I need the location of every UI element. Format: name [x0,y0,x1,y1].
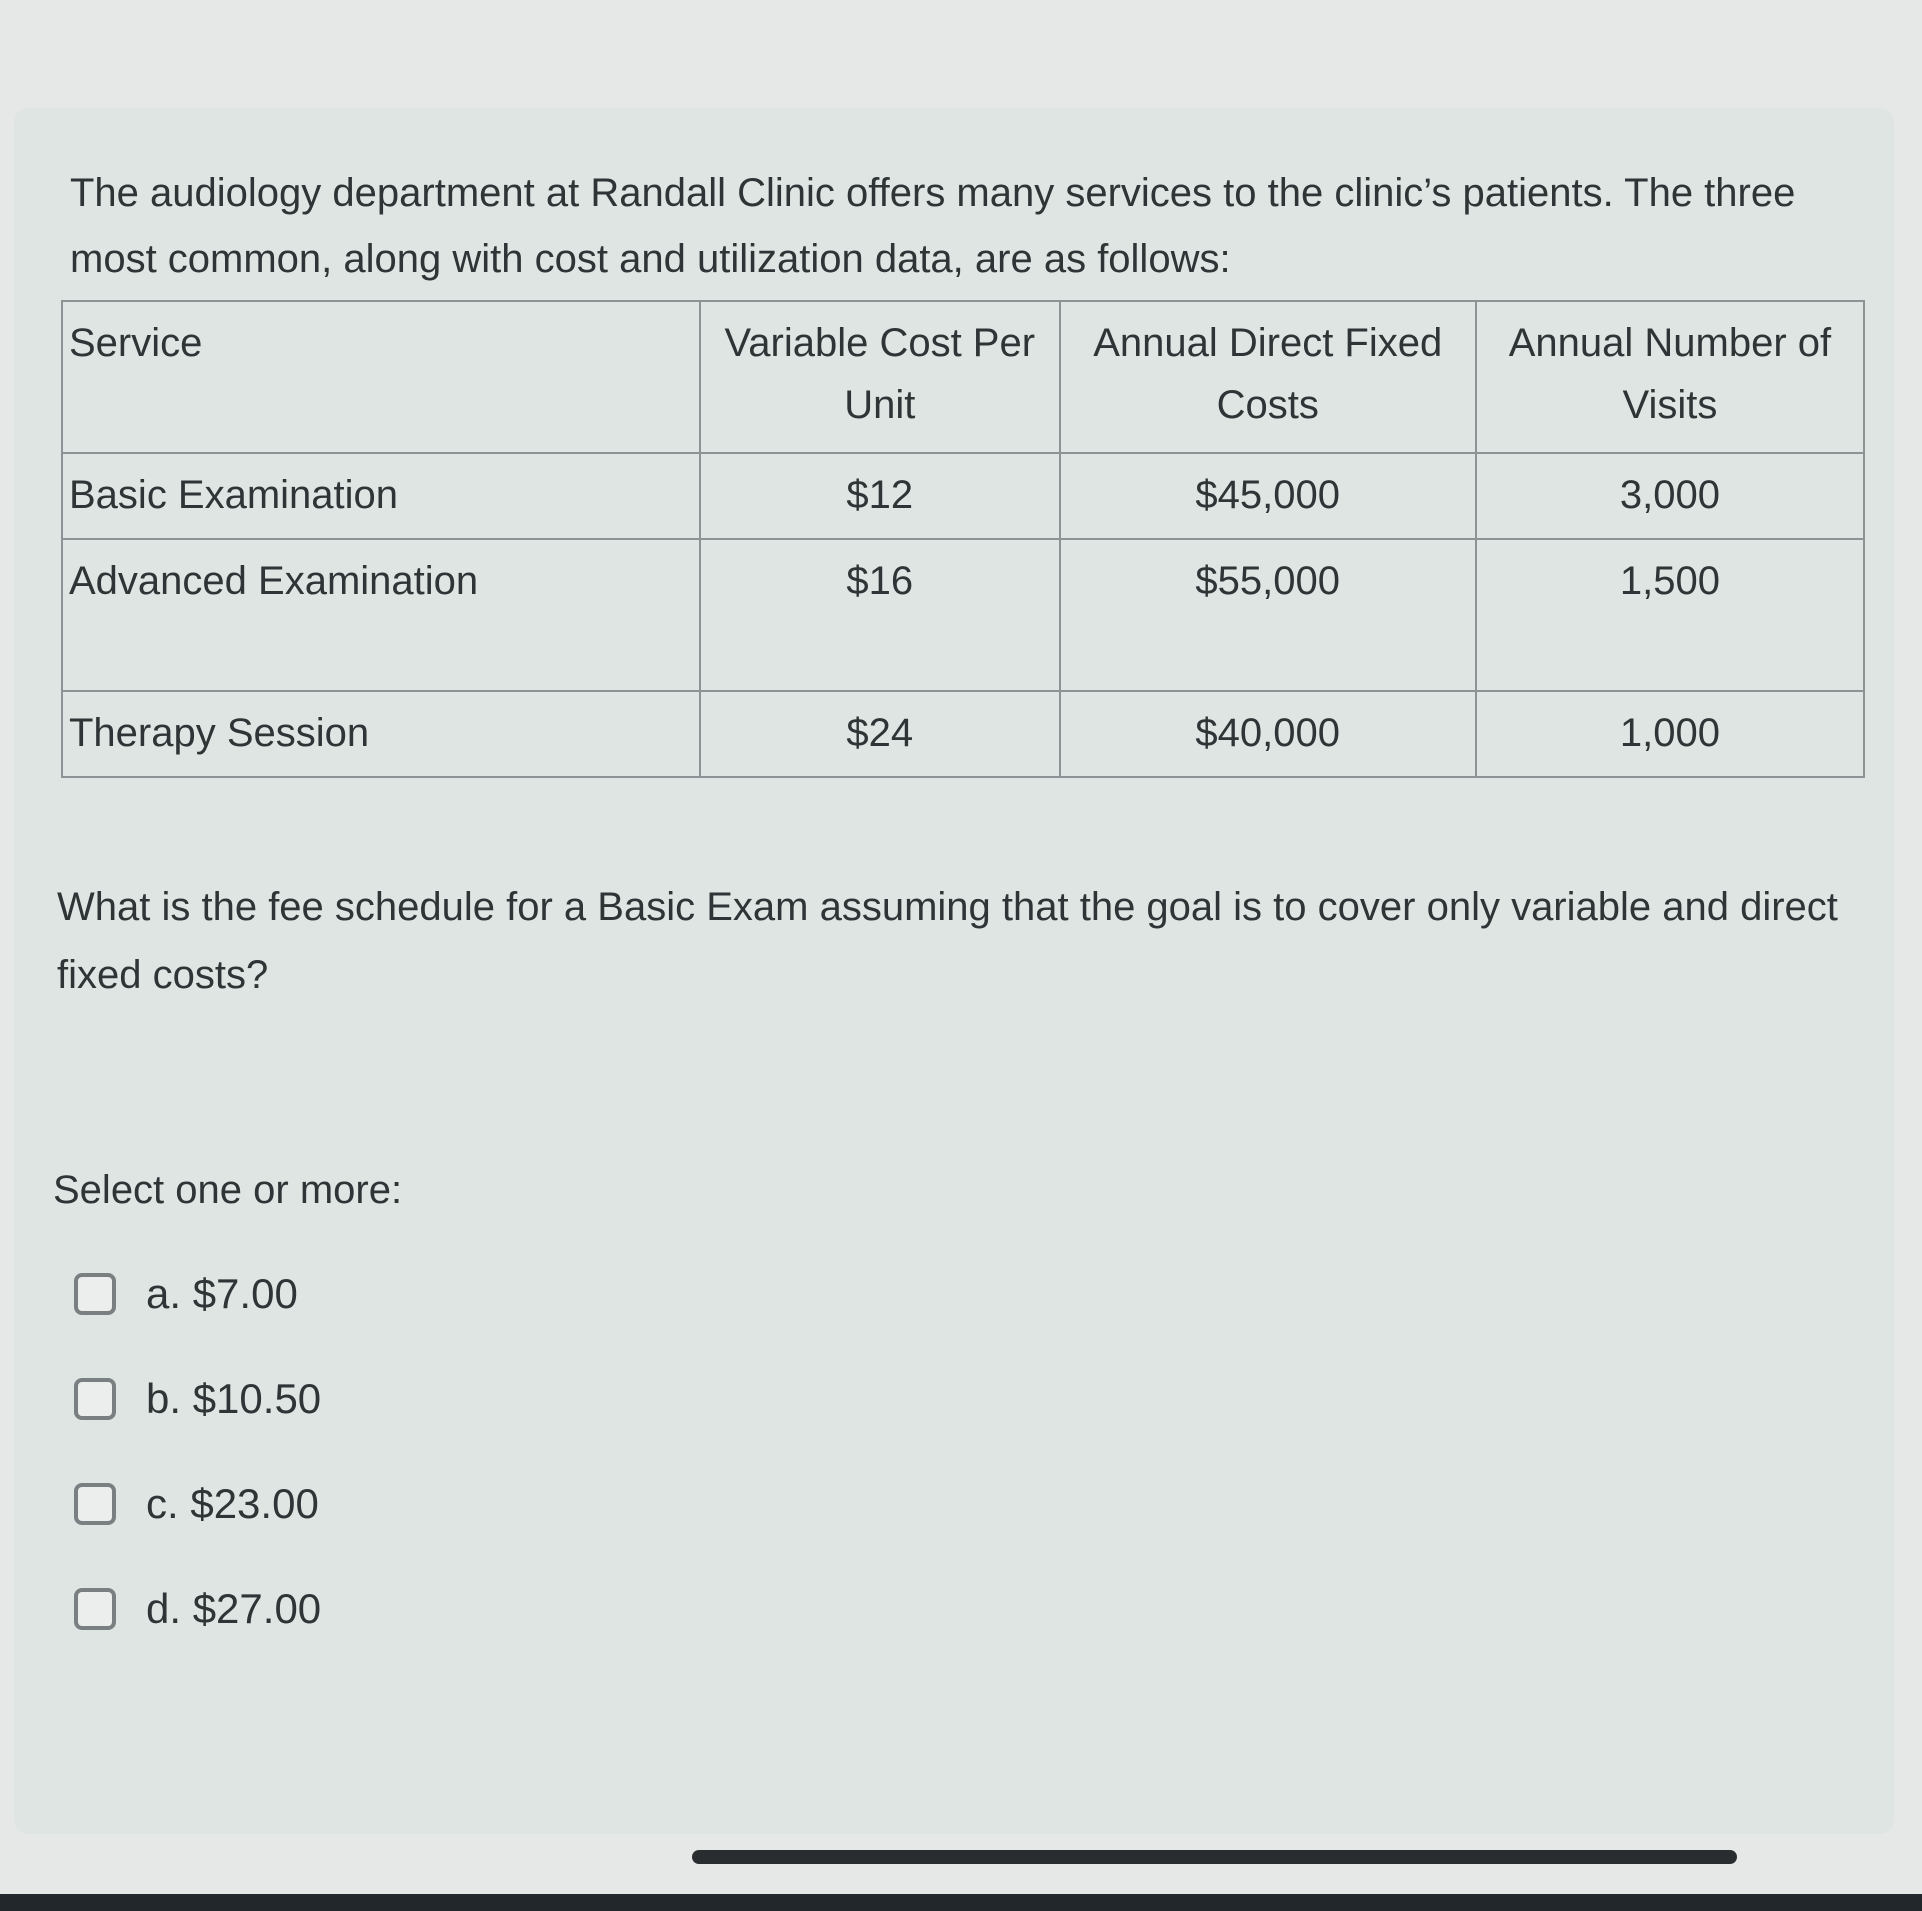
cell-variable-cost: $12 [699,452,1061,540]
table-row: Advanced Examination $16 $55,000 1,500 [61,538,1866,692]
cell-service: Therapy Session [61,690,701,778]
cell-fixed-costs: $55,000 [1058,538,1477,692]
cell-visits: 1,000 [1474,690,1866,778]
header-service: Service [61,300,701,454]
cell-service: Basic Examination [61,452,701,540]
table-header-row: Service Variable Cost Per Unit Annual Di… [61,300,1866,454]
question-intro: The audiology department at Randall Clin… [70,171,1796,281]
cell-service: Advanced Examination [61,538,701,692]
table-row: Basic Examination $12 $45,000 3,000 [61,452,1866,540]
table-row: Therapy Session $24 $40,000 1,000 [61,690,1866,778]
option-d[interactable]: d. $27.00 [74,1585,321,1633]
cell-visits: 3,000 [1474,452,1866,540]
cell-variable-cost: $16 [699,538,1061,692]
header-visits: Annual Number of Visits [1474,300,1866,454]
question-prompt: What is the fee schedule for a Basic Exa… [57,885,1838,997]
option-label: c. $23.00 [146,1480,319,1527]
option-c[interactable]: c. $23.00 [74,1480,319,1528]
option-label: b. $10.50 [146,1375,322,1422]
checkbox-icon[interactable] [74,1378,116,1420]
checkbox-icon[interactable] [74,1273,116,1315]
header-fixed-costs: Annual Direct Fixed Costs [1058,300,1477,454]
select-instruction: Select one or more: [53,1168,403,1212]
cell-fixed-costs: $40,000 [1058,690,1477,778]
option-b[interactable]: b. $10.50 [74,1375,321,1423]
screen-bezel [0,1894,1922,1911]
cell-variable-cost: $24 [699,690,1061,778]
cost-table: Service Variable Cost Per Unit Annual Di… [61,300,1866,778]
checkbox-icon[interactable] [74,1588,116,1630]
cell-fixed-costs: $45,000 [1058,452,1477,540]
header-variable-cost: Variable Cost Per Unit [699,300,1061,454]
cell-visits: 1,500 [1474,538,1866,692]
checkbox-icon[interactable] [74,1483,116,1525]
option-label: a. $7.00 [146,1270,298,1317]
option-label: d. $27.00 [146,1585,322,1632]
option-a[interactable]: a. $7.00 [74,1270,298,1318]
home-indicator[interactable] [692,1850,1737,1864]
